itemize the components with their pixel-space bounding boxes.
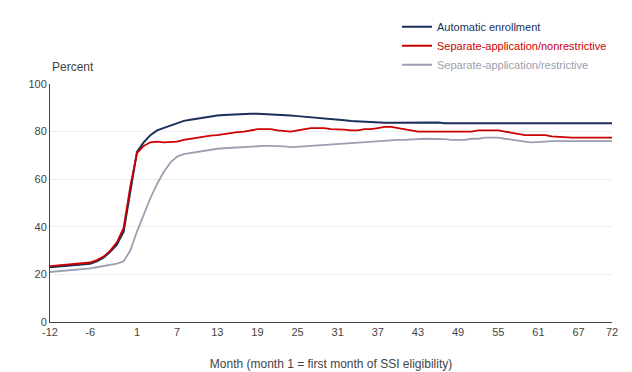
svg-text:7: 7 <box>174 326 180 338</box>
svg-text:20: 20 <box>35 268 47 280</box>
svg-text:Separate-application/restricti: Separate-application/restrictive <box>437 59 588 71</box>
svg-text:40: 40 <box>35 221 47 233</box>
svg-text:1: 1 <box>134 326 140 338</box>
svg-text:31: 31 <box>332 326 344 338</box>
svg-text:61: 61 <box>532 326 544 338</box>
svg-text:67: 67 <box>572 326 584 338</box>
svg-text:19: 19 <box>251 326 263 338</box>
svg-text:55: 55 <box>492 326 504 338</box>
svg-text:-6: -6 <box>85 326 95 338</box>
svg-text:0: 0 <box>41 316 47 328</box>
svg-text:60: 60 <box>35 173 47 185</box>
svg-text:Separate-application/nonrestri: Separate-application/nonrestrictive <box>437 40 606 52</box>
svg-text:80: 80 <box>35 125 47 137</box>
svg-text:72: 72 <box>606 326 618 338</box>
svg-text:-12: -12 <box>42 326 58 338</box>
svg-text:49: 49 <box>452 326 464 338</box>
svg-text:13: 13 <box>211 326 223 338</box>
svg-text:37: 37 <box>372 326 384 338</box>
svg-text:43: 43 <box>412 326 424 338</box>
svg-text:Percent: Percent <box>52 60 94 74</box>
svg-text:Automatic enrollment: Automatic enrollment <box>437 21 540 33</box>
svg-text:100: 100 <box>28 78 46 90</box>
svg-text:Month (month 1 = first month o: Month (month 1 = first month of SSI elig… <box>210 357 452 371</box>
svg-text:25: 25 <box>291 326 303 338</box>
